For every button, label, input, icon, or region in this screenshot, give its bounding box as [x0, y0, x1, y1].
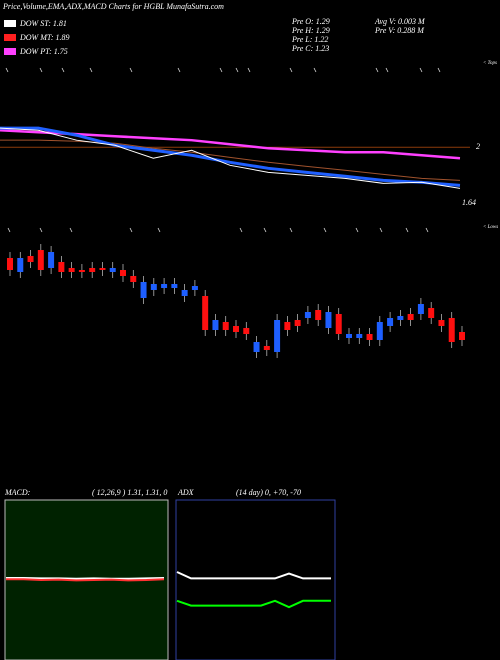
- candle-body: [366, 334, 373, 340]
- candle-body: [335, 314, 342, 334]
- candle-body: [37, 250, 44, 270]
- candle-body: [58, 262, 65, 272]
- candle-body: [89, 268, 96, 272]
- legend-label: DOW PT: 1.75: [19, 47, 68, 56]
- candle-body: [191, 286, 198, 290]
- candle-body: [304, 312, 311, 318]
- candle-body: [407, 314, 414, 320]
- page-title: Price,Volume,EMA,ADX,MACD Charts for HGB…: [2, 2, 224, 11]
- candle-body: [99, 268, 106, 270]
- candle-body: [233, 326, 239, 332]
- candle-body: [222, 322, 229, 330]
- candle-body: [284, 322, 291, 330]
- y-tick-label: 1.64: [462, 198, 476, 207]
- candle-body: [109, 268, 116, 272]
- candle-body: [202, 296, 209, 330]
- candle-body: [417, 304, 424, 314]
- panel: [175, 499, 336, 660]
- candle-body: [428, 308, 435, 318]
- candle-body: [150, 284, 157, 290]
- candle-body: [17, 258, 24, 272]
- candle-body: [325, 312, 332, 328]
- candle-body: [27, 256, 34, 262]
- annotation: < Lows: [483, 225, 498, 230]
- info-text: Pre V: 0.288 M: [374, 26, 425, 35]
- candle-body: [346, 334, 352, 338]
- candle-body: [140, 282, 147, 298]
- signals: [5, 67, 441, 233]
- candle-body: [171, 284, 178, 288]
- annotation: < Tops: [483, 61, 497, 66]
- panel-title: ADX: [177, 488, 195, 497]
- candle-body: [120, 270, 126, 276]
- series-line: [6, 578, 165, 582]
- series-line: [0, 127, 461, 189]
- candle-body: [253, 342, 260, 352]
- candle-body: [161, 284, 168, 288]
- y-tick-label: 2: [476, 142, 480, 151]
- candle-body: [212, 320, 219, 330]
- candle-body: [356, 334, 363, 338]
- candle-body: [130, 276, 137, 282]
- candle-body: [263, 346, 270, 350]
- candle-body: [448, 318, 455, 342]
- series-line: [0, 126, 461, 187]
- series-line: [176, 571, 331, 580]
- legend-swatch: [4, 48, 16, 55]
- series-line: [0, 139, 461, 181]
- candle-body: [459, 332, 465, 340]
- series-line: [176, 599, 331, 609]
- candle-body: [243, 328, 250, 334]
- info-text: Pre C: 1.23: [291, 44, 329, 53]
- candle-body: [438, 320, 445, 326]
- candle-body: [376, 322, 383, 340]
- candle-body: [181, 290, 188, 296]
- legend-swatch: [4, 20, 16, 27]
- candle-body: [68, 268, 75, 272]
- series-line: [6, 577, 165, 580]
- panel-title: MACD:: [4, 488, 31, 497]
- candle-body: [274, 320, 281, 352]
- candle-body: [78, 270, 85, 272]
- info-text: Pre O: 1.29: [291, 17, 330, 26]
- legend-label: DOW MT: 1.89: [19, 33, 70, 42]
- legend-label: DOW ST: 1.81: [19, 19, 67, 28]
- info-text: Avg V: 0.003 M: [374, 17, 426, 26]
- candle-body: [397, 316, 404, 320]
- candle-body: [315, 310, 322, 320]
- panel-subtitle: ( 12,26,9 ) 1.31, 1.31, 0: [92, 488, 167, 497]
- candle-body: [387, 318, 394, 326]
- candle-body: [294, 320, 301, 326]
- info-text: Pre H: 1.29: [291, 26, 330, 35]
- candle-body: [7, 258, 13, 270]
- candle-body: [48, 252, 55, 268]
- legend-swatch: [4, 34, 16, 41]
- info-text: Pre L: 1.22: [291, 35, 328, 44]
- panel-subtitle: (14 day) 0, +70, -70: [236, 488, 301, 497]
